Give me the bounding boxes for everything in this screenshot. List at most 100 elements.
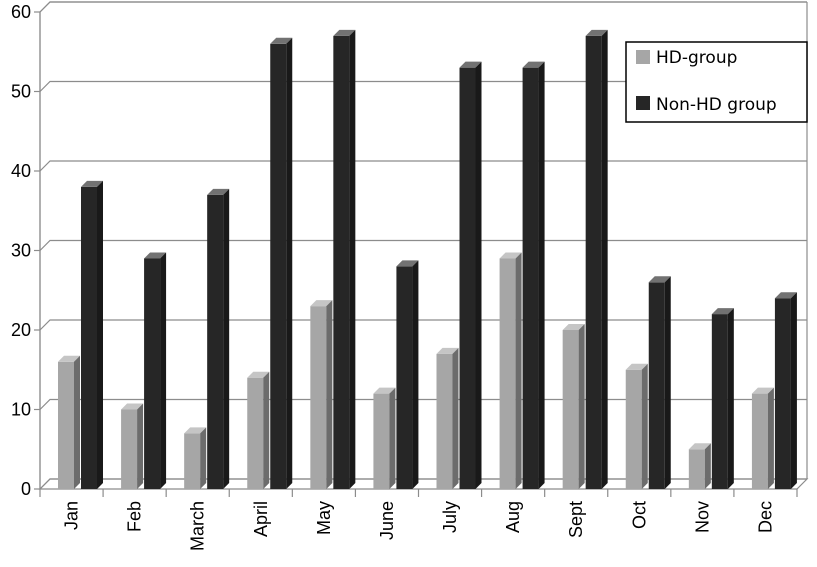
x-label-aug: Aug <box>503 501 523 533</box>
bar-non-hd-group-may <box>333 35 350 489</box>
bar-side-face <box>704 443 711 489</box>
bar-hd-group-aug <box>499 258 516 489</box>
bar-top-face <box>499 252 522 259</box>
gridline <box>39 160 807 172</box>
bar-top-face <box>247 371 270 378</box>
bar-top-face <box>774 292 797 299</box>
x-label-april: April <box>251 501 271 537</box>
bar-side-face <box>263 371 270 489</box>
x-label-jan: Jan <box>62 501 82 530</box>
bar-non-hd-group-nov <box>711 314 728 489</box>
bar-top-face <box>459 61 482 68</box>
bar-top-face <box>711 308 734 315</box>
y-tick-label: 0 <box>21 479 31 499</box>
bar-top-face <box>121 403 144 410</box>
x-label-nov: Nov <box>692 501 712 533</box>
bar-side-face <box>223 188 230 489</box>
y-tick-label: 50 <box>11 82 31 102</box>
legend-swatch-hd-group <box>636 50 650 64</box>
y-tick-label: 60 <box>11 2 31 22</box>
legend: HD-group Non-HD group <box>625 41 808 123</box>
bar-non-hd-group-jan <box>81 186 97 489</box>
bar-side-face <box>578 324 585 489</box>
gridline <box>39 398 807 410</box>
bar-non-hd-group-march <box>207 194 224 489</box>
bar-non-hd-group-feb <box>144 258 161 489</box>
bar-top-face <box>373 387 396 394</box>
bar-hd-group-march <box>184 433 201 489</box>
bar-top-face <box>562 324 585 330</box>
bar-top-face <box>270 37 293 44</box>
bar-side-face <box>664 276 671 489</box>
bar-top-face <box>688 443 711 450</box>
bar-top-face <box>436 347 459 354</box>
bar-non-hd-group-april <box>270 43 287 490</box>
x-label-oct: Oct <box>629 501 649 529</box>
bar-side-face <box>160 252 167 489</box>
gridline <box>39 319 807 331</box>
y-tick-label: 20 <box>11 320 31 340</box>
bar-hd-group-june <box>373 393 390 489</box>
bar-top-face <box>144 252 167 259</box>
bar-top-face <box>396 260 419 267</box>
bar-top-face <box>184 427 207 434</box>
x-label-may: May <box>314 501 334 535</box>
bar-top-face <box>81 180 103 187</box>
gridline <box>39 478 807 490</box>
legend-swatch-non-hd-group <box>636 96 650 110</box>
gridlines <box>39 1 807 490</box>
bar-non-hd-group-dec <box>774 298 791 489</box>
bar-hd-group-nov <box>688 449 705 489</box>
bar-side-face <box>515 252 522 489</box>
bar-top-face <box>625 363 648 370</box>
bar-top-face <box>333 29 356 36</box>
bar-side-face <box>475 61 482 490</box>
bar-side-face <box>538 61 545 490</box>
bar-hd-group-jan <box>58 361 74 489</box>
bar-non-hd-group-aug <box>522 67 539 490</box>
bar-hd-group-april <box>247 377 264 489</box>
bar-side-face <box>286 37 293 490</box>
x-axis-labels: Jan Feb March April May June July Aug Sept Oct Nov… <box>39 489 798 551</box>
bar-side-face <box>74 355 80 489</box>
bar-top-face <box>751 387 774 394</box>
legend-box <box>625 41 808 123</box>
bar-side-face <box>601 29 608 489</box>
bar-hd-group-dec <box>751 393 768 489</box>
legend-label-hd-group: HD-group <box>656 48 737 68</box>
gridline <box>39 239 807 251</box>
gridline <box>39 1 807 13</box>
bar-hd-group-feb <box>121 409 138 489</box>
bar-hd-group-may <box>310 306 327 489</box>
bar-side-face <box>200 427 207 489</box>
bar-side-face <box>349 29 356 489</box>
bar-top-face <box>648 276 671 283</box>
x-label-june: June <box>377 501 397 540</box>
bar-non-hd-group-june <box>396 266 413 489</box>
x-label-sept: Sept <box>566 501 586 538</box>
x-label-july: July <box>440 501 460 533</box>
x-label-march: March <box>188 501 208 551</box>
bar-top-face <box>585 29 608 36</box>
bar-non-hd-group-july <box>459 67 476 490</box>
bar-top-face <box>207 188 230 195</box>
bar-side-face <box>97 180 103 489</box>
bar-side-face <box>326 300 333 489</box>
bar-side-face <box>727 308 734 489</box>
bar-hd-group-july <box>436 353 453 489</box>
x-label-feb: Feb <box>125 501 145 532</box>
bar-non-hd-group-oct <box>648 282 665 489</box>
bar-side-face <box>641 363 648 489</box>
bar-side-face <box>790 292 797 489</box>
bar-non-hd-group-sept <box>585 35 602 489</box>
bar-side-face <box>767 387 774 489</box>
bar-side-face <box>412 260 419 489</box>
bar-side-face <box>452 347 459 489</box>
bar-top-face <box>58 355 80 362</box>
bar-top-face <box>310 300 333 307</box>
bar-side-face <box>137 403 144 489</box>
legend-label-non-hd-group: Non-HD group <box>656 95 777 115</box>
bars <box>58 29 797 490</box>
